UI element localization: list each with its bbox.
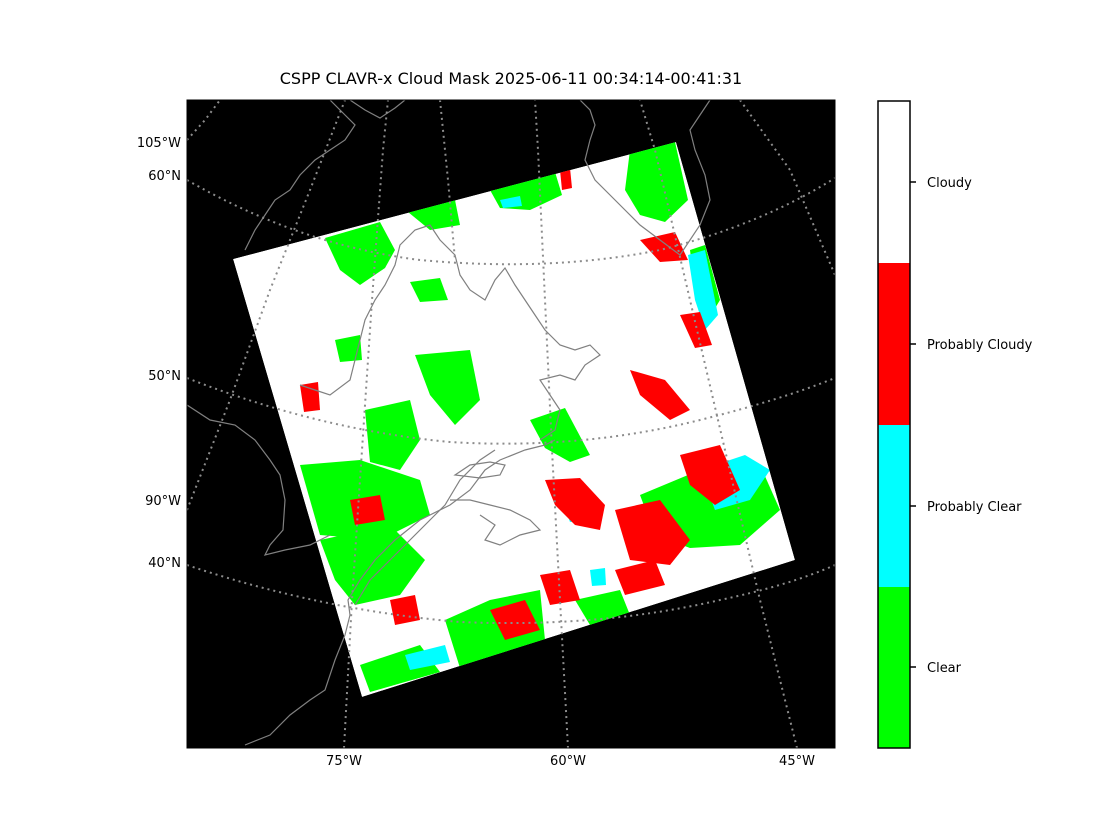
colorbar-segment-clear	[878, 587, 910, 748]
bottom-lon-ticks: 75°W 60°W 45°W	[326, 754, 815, 769]
colorbar-segment-probably-clear	[878, 425, 910, 587]
probably-cloudy-patches	[300, 168, 740, 640]
lon-tick-label: 75°W	[326, 754, 362, 769]
map-title: CSPP CLAVR-x Cloud Mask 2025-06-11 00:34…	[279, 69, 743, 88]
colorbar-label-probably-clear: Probably Clear	[927, 500, 1022, 515]
lon-tick-label: 45°W	[779, 754, 815, 769]
colorbar-segment-probably-cloudy	[878, 263, 910, 425]
lat-tick-label: 50°N	[148, 369, 181, 384]
coastlines	[187, 100, 711, 746]
left-axis-ticks: 105°W 60°N 50°N 90°W 40°N	[137, 136, 181, 571]
lat-tick-label: 60°N	[148, 169, 181, 184]
colorbar: Cloudy Probably Cloudy Probably Clear Cl…	[877, 100, 1033, 749]
graticule	[187, 100, 835, 748]
lat-tick-label: 40°N	[148, 556, 181, 571]
lon-tick-label: 60°W	[550, 754, 586, 769]
colorbar-label-probably-cloudy: Probably Cloudy	[927, 338, 1033, 353]
colorbar-label-clear: Clear	[927, 661, 962, 676]
map-frame	[186, 99, 836, 749]
colorbar-segment-cloudy	[878, 101, 910, 263]
colorbar-label-cloudy: Cloudy	[927, 176, 972, 191]
left-lon-tick-label: 90°W	[145, 494, 181, 509]
left-lon-tick-label: 105°W	[137, 136, 181, 151]
colorbar-frame	[877, 100, 911, 749]
